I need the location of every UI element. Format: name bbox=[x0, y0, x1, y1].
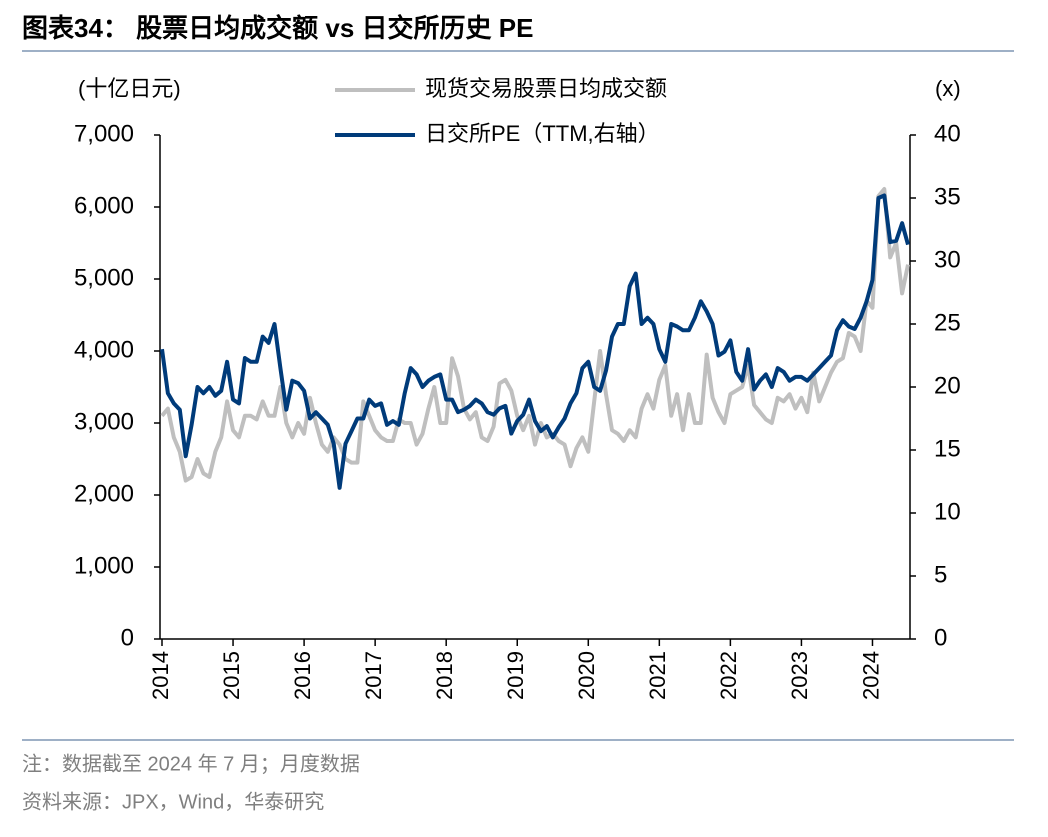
y-tick-label: 4,000 bbox=[74, 336, 134, 363]
y2-tick-label: 10 bbox=[934, 498, 961, 525]
y-tick-label: 1,000 bbox=[74, 552, 134, 579]
y2-tick-label: 30 bbox=[934, 246, 961, 273]
y-axis-label: (十亿日元) bbox=[78, 76, 181, 101]
note: 注：数据截至 2024 年 7 月；月度数据 bbox=[22, 752, 360, 775]
x-tick-label: 2023 bbox=[787, 651, 812, 700]
y-tick-label: 6,000 bbox=[74, 192, 134, 219]
y2-tick-label: 5 bbox=[934, 561, 947, 588]
series-line bbox=[160, 193, 910, 490]
y2-tick-label: 25 bbox=[934, 309, 961, 336]
legend-label: 日交所PE（TTM,右轴） bbox=[425, 121, 660, 146]
x-tick-label: 2017 bbox=[361, 651, 386, 700]
x-tick-label: 2014 bbox=[148, 651, 173, 700]
y-tick-label: 0 bbox=[121, 624, 134, 651]
y2-tick-label: 40 bbox=[934, 120, 961, 147]
y2-tick-label: 35 bbox=[934, 183, 961, 210]
y-tick-label: 7,000 bbox=[74, 120, 134, 147]
x-tick-label: 2022 bbox=[716, 651, 741, 700]
y2-axis-label: (x) bbox=[935, 76, 961, 101]
y-tick-label: 5,000 bbox=[74, 264, 134, 291]
x-tick-label: 2018 bbox=[432, 651, 457, 700]
y2-tick-label: 20 bbox=[934, 372, 961, 399]
legend-label: 现货交易股票日均成交额 bbox=[425, 76, 667, 101]
x-tick-label: 2019 bbox=[503, 651, 528, 700]
y-tick-label: 3,000 bbox=[74, 408, 134, 435]
series-line bbox=[160, 187, 910, 483]
y2-tick-label: 0 bbox=[934, 624, 947, 651]
chart-title: 图表34： 股票日均成交额 vs 日交所历史 PE bbox=[22, 13, 533, 43]
x-tick-label: 2020 bbox=[574, 651, 599, 700]
x-tick-label: 2024 bbox=[858, 651, 883, 700]
x-tick-label: 2021 bbox=[645, 651, 670, 700]
x-tick-label: 2015 bbox=[219, 651, 244, 700]
y-tick-label: 2,000 bbox=[74, 480, 134, 507]
source: 资料来源：JPX，Wind，华泰研究 bbox=[22, 790, 324, 813]
y2-tick-label: 15 bbox=[934, 435, 961, 462]
x-tick-label: 2016 bbox=[290, 651, 315, 700]
